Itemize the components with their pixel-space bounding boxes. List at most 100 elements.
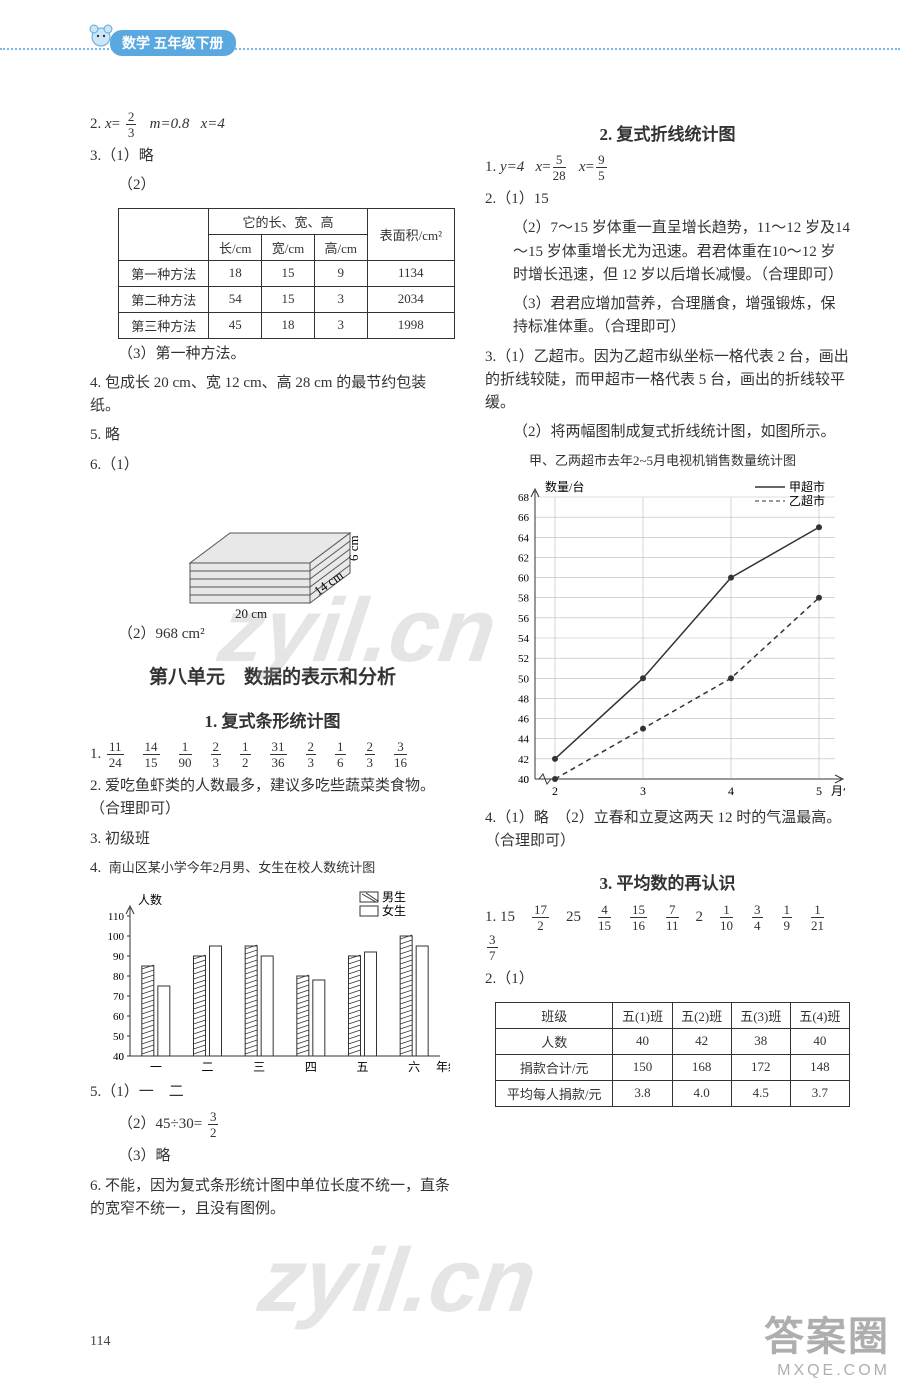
- s1-q1: 1. 1124 1415 190 23 12 3136 23 16 23 316: [90, 740, 455, 769]
- sec3-title: 3. 平均数的再认识: [485, 869, 850, 894]
- expr2: m=0.8: [150, 116, 190, 132]
- table-row: 捐款合计/元 150 168 172 148: [496, 1054, 850, 1080]
- th-l: 长/cm: [209, 234, 262, 260]
- svg-text:月份: 月份: [831, 784, 845, 798]
- table-row: 班级 五(1)班 五(2)班 五(3)班 五(4)班: [496, 1002, 850, 1028]
- svg-text:六: 六: [408, 1060, 420, 1074]
- svg-text:0: 0: [524, 774, 530, 786]
- s2-q2b: （2）7～15 岁体重一直呈增长趋势，11～12 岁及14～15 岁体重增长尤为…: [485, 217, 850, 287]
- s1-q3: 3. 初级班: [90, 828, 455, 851]
- s3-table: 班级 五(1)班 五(2)班 五(3)班 五(4)班 人数 40 42 38 4…: [495, 1002, 850, 1107]
- left-column: 2. x= 23 m=0.8 x=4 3.（1）略 （2） 它的长、宽、高 表面…: [90, 110, 455, 1227]
- svg-text:年级: 年级: [436, 1060, 450, 1074]
- bar-chart: 0405060708090100110人数男生女生一二三四五六年级: [90, 886, 450, 1081]
- svg-text:五: 五: [356, 1060, 368, 1074]
- svg-text:66: 66: [518, 512, 530, 524]
- box-h: 6 cm: [346, 535, 361, 561]
- th-dims: 它的长、宽、高: [209, 208, 367, 234]
- th-w: 宽/cm: [262, 234, 315, 260]
- svg-text:52: 52: [518, 653, 529, 665]
- svg-text:44: 44: [518, 733, 530, 745]
- svg-text:54: 54: [518, 633, 530, 645]
- s2-q2a: 2.（1）15: [485, 188, 850, 211]
- svg-text:一: 一: [150, 1060, 162, 1074]
- label: 2.: [90, 116, 101, 132]
- linechart-title: 甲、乙两超市去年2~5月电视机销售数量统计图: [485, 451, 850, 471]
- svg-text:2: 2: [552, 784, 558, 798]
- page-number: 114: [90, 1334, 110, 1350]
- s2-q2c: （3）君君应增加营养，合理膳食，增强锻炼，保持标准体重。（合理即可）: [485, 293, 850, 340]
- sec2-title: 2. 复式折线统计图: [485, 120, 850, 145]
- s1-q5c: （3）略: [90, 1145, 455, 1168]
- svg-text:二: 二: [201, 1060, 213, 1074]
- table-row: 第二种方法 54 15 3 2034: [119, 286, 455, 312]
- l-q3-1: 3.（1）略: [90, 145, 455, 168]
- right-column: 2. 复式折线统计图 1. y=4 x=528 x=95 2.（1）15 （2）…: [485, 110, 850, 1227]
- s2-q3a: 3.（1）乙超市。因为乙超市纵坐标一格代表 2 台，画出的折线较陡，而甲超市一格…: [485, 346, 850, 416]
- svg-text:60: 60: [113, 1011, 125, 1023]
- svg-text:数量/台: 数量/台: [545, 479, 584, 494]
- svg-text:50: 50: [518, 673, 530, 685]
- svg-text:4: 4: [728, 784, 734, 798]
- svg-text:100: 100: [108, 931, 125, 943]
- svg-text:人数: 人数: [138, 892, 162, 907]
- s2-q4: 4.（1）略 （2）立春和立夏这两天 12 时的气温最高。（合理即可）: [485, 807, 850, 854]
- svg-text:甲超市: 甲超市: [789, 479, 825, 494]
- l-q3-2: （2）: [90, 174, 455, 197]
- l-q4: 4. 包成长 20 cm、宽 12 cm、高 28 cm 的最节约包装纸。: [90, 372, 455, 419]
- table-row: 平均每人捐款/元 3.8 4.0 4.5 3.7: [496, 1080, 850, 1106]
- table-row: 人数 40 42 38 40: [496, 1028, 850, 1054]
- expr3: x=4: [201, 116, 225, 132]
- s2-q3b: （2）将两幅图制成复式折线统计图，如图所示。: [485, 421, 850, 444]
- unit8-title: 第八单元 数据的表示和分析: [90, 662, 455, 689]
- svg-text:50: 50: [113, 1031, 125, 1043]
- svg-text:42: 42: [518, 753, 529, 765]
- var: x: [105, 116, 112, 132]
- svg-text:62: 62: [518, 552, 529, 564]
- sec1-title: 1. 复式条形统计图: [90, 707, 455, 732]
- s1-q4-label: 4. 南山区某小学今年2月男、女生在校人数统计图: [90, 857, 455, 880]
- svg-text:四: 四: [305, 1060, 317, 1074]
- svg-text:3: 3: [640, 784, 646, 798]
- svg-text:70: 70: [113, 991, 125, 1003]
- l-q5: 5. 略: [90, 424, 455, 447]
- s2-q1: 1. y=4 x=528 x=95: [485, 153, 850, 182]
- s3-q1: 1. 15 172 25 415 1516 711 2 110 34 19 12…: [485, 902, 850, 962]
- s1-q5a: 5.（1）一 二: [90, 1081, 455, 1104]
- box-w: 20 cm: [235, 606, 267, 621]
- svg-text:5: 5: [816, 784, 822, 798]
- s1-q2: 2. 爱吃鱼虾类的人数最多，建议多吃些蔬菜类食物。（合理即可）: [90, 775, 455, 822]
- svg-text:40: 40: [113, 1051, 125, 1063]
- svg-text:58: 58: [518, 592, 530, 604]
- th-area: 表面积/cm²: [367, 208, 454, 260]
- page-columns: 2. x= 23 m=0.8 x=4 3.（1）略 （2） 它的长、宽、高 表面…: [90, 110, 850, 1227]
- svg-text:48: 48: [518, 693, 530, 705]
- s1-q6: 6. 不能，因为复式条形统计图中单位长度不统一，直条的宽窄不统一，且没有图例。: [90, 1175, 455, 1222]
- svg-text:80: 80: [113, 971, 125, 983]
- s3-q2-label: 2.（1）: [485, 968, 850, 991]
- svg-text:46: 46: [518, 713, 530, 725]
- table-row: 第一种方法 18 15 9 1134: [119, 260, 455, 286]
- svg-text:110: 110: [108, 911, 125, 923]
- th-h: 高/cm: [314, 234, 367, 260]
- svg-text:64: 64: [518, 532, 530, 544]
- svg-text:60: 60: [518, 572, 530, 584]
- svg-text:90: 90: [113, 951, 125, 963]
- l-q6-1: 6.（1）: [90, 454, 455, 477]
- s1-q5b: （2）45÷30= 32: [90, 1110, 455, 1139]
- svg-text:三: 三: [253, 1060, 265, 1074]
- table-row: 第三种方法 45 18 3 1998: [119, 312, 455, 338]
- l-q6-2: （2）968 cm²: [90, 623, 455, 646]
- svg-text:女生: 女生: [382, 903, 406, 918]
- corner-brand: 答案圈 MXQE.COM: [764, 1304, 890, 1380]
- watermark: zyil.cn: [253, 1230, 543, 1333]
- subject-badge: 数学 五年级下册: [110, 30, 236, 56]
- l-q2: 2. x= 23 m=0.8 x=4: [90, 110, 455, 139]
- svg-text:56: 56: [518, 612, 530, 624]
- l-q3-table: 它的长、宽、高 表面积/cm² 长/cm 宽/cm 高/cm 第一种方法 18 …: [118, 208, 455, 339]
- frac: 23: [126, 110, 137, 139]
- svg-text:乙超市: 乙超市: [789, 493, 825, 508]
- l-q3-3: （3）第一种方法。: [90, 343, 455, 366]
- box-diagram: 20 cm 14 cm 6 cm: [160, 483, 390, 623]
- svg-text:男生: 男生: [382, 890, 406, 904]
